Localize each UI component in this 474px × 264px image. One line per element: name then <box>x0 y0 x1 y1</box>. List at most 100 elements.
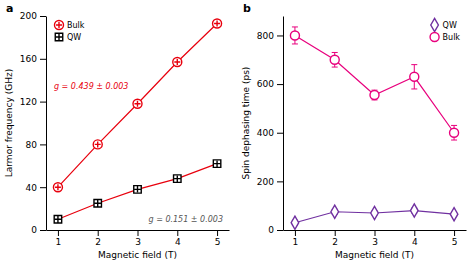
panel-label: a <box>6 2 13 15</box>
x-tick-label: 5 <box>215 237 221 247</box>
data-point <box>371 206 379 219</box>
data-point <box>54 216 61 223</box>
x-tick: 1 <box>56 230 62 247</box>
data-point <box>174 175 181 182</box>
y-tick: 40 <box>26 183 46 193</box>
y-tick-label: 80 <box>26 140 38 150</box>
legend-symbol <box>54 20 63 29</box>
data-point <box>290 31 299 40</box>
y-tick-mark <box>277 181 283 182</box>
x-tick-label: 2 <box>95 237 101 247</box>
x-tick: 4 <box>412 230 418 247</box>
x-tick-label: 1 <box>293 237 299 247</box>
y-axis-line <box>46 17 47 231</box>
data-point <box>213 160 220 167</box>
x-tick-label: 1 <box>56 237 62 247</box>
annotation: g = 0.439 ± 0.003 <box>54 82 128 91</box>
legend-symbol <box>55 33 62 40</box>
x-tick-label: 3 <box>135 237 141 247</box>
y-tick: 0 <box>31 225 46 235</box>
series-line <box>295 35 454 132</box>
series-line <box>58 23 217 187</box>
legend-item: Bulk <box>54 20 84 29</box>
y-tick: 400 <box>257 128 283 138</box>
y-tick: 80 <box>26 140 46 150</box>
legend-label: Bulk <box>443 33 461 42</box>
y-tick-label: 120 <box>20 97 37 107</box>
data-point <box>370 91 379 100</box>
data-point <box>410 72 419 81</box>
data-point <box>133 99 142 108</box>
y-tick: 800 <box>257 31 283 41</box>
data-point <box>450 208 458 221</box>
y-tick-label: 160 <box>20 54 37 64</box>
data-point <box>450 128 459 137</box>
x-tick-label: 3 <box>372 237 378 247</box>
x-tick-mark <box>98 230 99 236</box>
y-tick-mark <box>40 16 46 17</box>
x-tick-mark <box>295 230 296 236</box>
x-tick-mark <box>335 230 336 236</box>
y-tick-mark <box>40 230 46 231</box>
y-tick: 200 <box>20 11 46 21</box>
y-tick: 120 <box>20 97 46 107</box>
y-tick-mark <box>277 133 283 134</box>
x-tick-mark <box>414 230 415 236</box>
legend-item: Bulk <box>430 32 460 41</box>
x-axis: 1 2 3 4 5 <box>284 230 467 247</box>
y-axis: 0 200 400 600 800 <box>257 17 284 236</box>
legend-label: QW <box>67 33 81 42</box>
y-tick-label: 800 <box>257 31 274 41</box>
x-tick-label: 5 <box>452 237 458 247</box>
y-axis-title: Larmor frequency (GHz) <box>4 69 14 177</box>
y-tick-mark <box>277 84 283 85</box>
data-point <box>173 57 182 66</box>
figure: 1234504080120160200Magnetic field (T)Lar… <box>0 0 474 264</box>
data-point <box>94 200 101 207</box>
legend: QW Bulk <box>430 18 460 41</box>
y-tick-mark <box>277 230 283 231</box>
y-tick: 160 <box>20 54 46 64</box>
data-point <box>93 140 102 149</box>
y-tick: 200 <box>257 177 283 187</box>
data-point <box>213 19 222 28</box>
legend: Bulk QW <box>54 20 84 41</box>
plot-area <box>53 19 221 223</box>
y-tick-label: 600 <box>257 79 274 89</box>
x-axis: 1 2 3 4 5 <box>47 230 230 247</box>
y-tick-mark <box>40 102 46 103</box>
x-tick: 5 <box>215 230 221 247</box>
data-point <box>331 205 339 218</box>
y-tick-mark <box>40 187 46 188</box>
panel: 1 2 3 4 5 0 40 80 120 160 200 Magnetic field (T) Lar… <box>4 2 230 260</box>
legend-item: QW <box>55 33 81 42</box>
y-tick-label: 200 <box>257 177 274 187</box>
data-point <box>53 183 62 192</box>
x-axis-title: Magnetic field (T) <box>335 250 414 260</box>
plot-area <box>290 27 458 229</box>
x-tick-mark <box>177 230 178 236</box>
y-axis: 0 40 80 120 160 200 <box>20 11 47 235</box>
x-tick-mark <box>454 230 455 236</box>
y-tick-mark <box>40 144 46 145</box>
y-tick-label: 200 <box>20 11 37 21</box>
x-tick-label: 4 <box>175 237 181 247</box>
legend-symbol <box>430 32 439 41</box>
x-tick-label: 4 <box>412 237 418 247</box>
y-tick: 0 <box>268 225 283 235</box>
legend-label: QW <box>443 21 457 30</box>
x-axis-title: Magnetic field (T) <box>98 250 177 260</box>
x-tick: 1 <box>293 230 299 247</box>
y-tick-label: 0 <box>31 225 37 235</box>
y-tick-mark <box>40 59 46 60</box>
x-tick-mark <box>138 230 139 236</box>
x-tick: 2 <box>332 230 338 247</box>
data-point <box>134 186 141 193</box>
y-tick-label: 40 <box>26 183 38 193</box>
legend-symbol <box>431 18 439 31</box>
y-tick-label: 400 <box>257 128 274 138</box>
x-tick-mark <box>375 230 376 236</box>
x-tick: 3 <box>372 230 378 247</box>
y-tick-mark <box>277 35 283 36</box>
x-tick-label: 2 <box>332 237 338 247</box>
